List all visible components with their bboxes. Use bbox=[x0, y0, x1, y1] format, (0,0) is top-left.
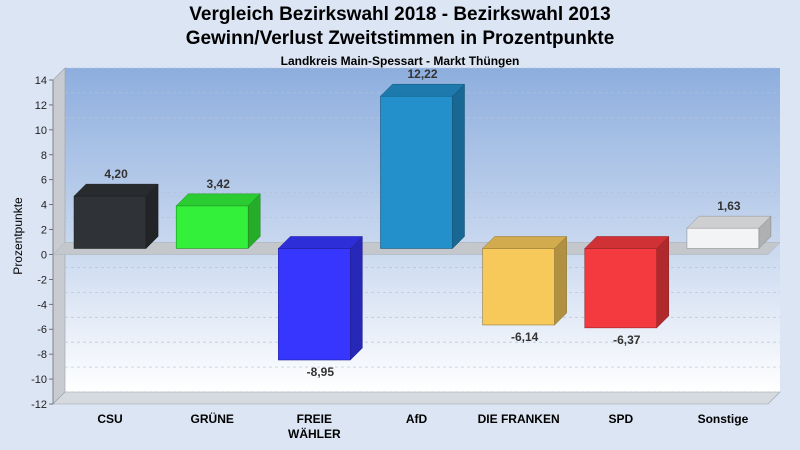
x-tick-label: WÄHLER bbox=[288, 426, 341, 441]
y-tick-label: 8 bbox=[41, 150, 47, 162]
data-label: 4,20 bbox=[104, 167, 128, 181]
data-label: -6,37 bbox=[613, 333, 641, 347]
y-tick-label: -10 bbox=[31, 374, 47, 386]
bar-side bbox=[350, 235, 363, 361]
y-tick-label: -4 bbox=[37, 299, 47, 311]
bar-csu bbox=[73, 183, 159, 250]
y-tick-label: -12 bbox=[31, 399, 47, 411]
bar-freie-wähler bbox=[277, 235, 363, 361]
data-label: 1,63 bbox=[717, 199, 741, 213]
bar-side bbox=[656, 235, 670, 329]
plot-side-wall bbox=[52, 67, 66, 405]
plot-floor bbox=[52, 391, 781, 405]
bar-sonstige bbox=[686, 215, 772, 250]
bar-front bbox=[278, 248, 351, 361]
chart-caption: Landkreis Main-Spessart - Markt Thüngen bbox=[280, 54, 520, 68]
y-tick-label: -6 bbox=[37, 324, 47, 336]
x-tick-label: FREIE bbox=[297, 412, 332, 426]
y-tick-label: 2 bbox=[41, 225, 47, 237]
x-tick-label: Sonstige bbox=[698, 412, 749, 426]
x-tick-label: GRÜNE bbox=[191, 411, 234, 426]
y-tick-label: 14 bbox=[35, 75, 47, 87]
chart-title: Vergleich Bezirkswahl 2018 - Bezirkswahl… bbox=[189, 4, 611, 25]
y-tick-label: -8 bbox=[37, 349, 47, 361]
data-label: -8,95 bbox=[307, 365, 335, 379]
bar-top bbox=[482, 236, 568, 249]
bar-front bbox=[482, 248, 555, 326]
bar-side bbox=[554, 235, 567, 326]
chart-subtitle: Gewinn/Verlust Zweitstimmen in Prozentpu… bbox=[185, 28, 615, 49]
y-tick-label: -2 bbox=[37, 274, 47, 286]
bar-grüne bbox=[175, 193, 261, 250]
x-tick-label: DIE FRANKEN bbox=[478, 412, 560, 426]
bar-front bbox=[175, 205, 249, 249]
bar-afd bbox=[379, 83, 466, 250]
x-tick-label: AfD bbox=[406, 412, 428, 426]
bar-top bbox=[686, 215, 772, 229]
bar-front bbox=[73, 195, 147, 249]
data-label: -6,14 bbox=[511, 330, 539, 344]
bar-top bbox=[277, 236, 363, 249]
bar-front bbox=[584, 248, 658, 329]
bar-top bbox=[175, 193, 261, 207]
bar-front bbox=[380, 95, 453, 249]
bar-front bbox=[686, 227, 760, 249]
y-axis-title: Prozentpunkte bbox=[11, 197, 25, 275]
bar-spd bbox=[584, 235, 670, 329]
y-tick-label: 6 bbox=[41, 175, 47, 187]
y-tick-label: 10 bbox=[35, 125, 47, 137]
bar-top bbox=[379, 83, 466, 97]
y-tick-label: 0 bbox=[41, 249, 47, 261]
y-tick-label: 4 bbox=[41, 200, 47, 212]
x-tick-label: CSU bbox=[97, 412, 122, 426]
bar-side bbox=[452, 83, 465, 250]
data-label: 12,22 bbox=[407, 67, 437, 81]
x-tick-label: SPD bbox=[608, 412, 633, 426]
bar-top bbox=[73, 183, 159, 197]
data-label: 3,42 bbox=[207, 177, 231, 191]
y-tick-label: 12 bbox=[35, 100, 47, 112]
bar-die-franken bbox=[482, 235, 568, 326]
bar-top bbox=[584, 236, 670, 249]
